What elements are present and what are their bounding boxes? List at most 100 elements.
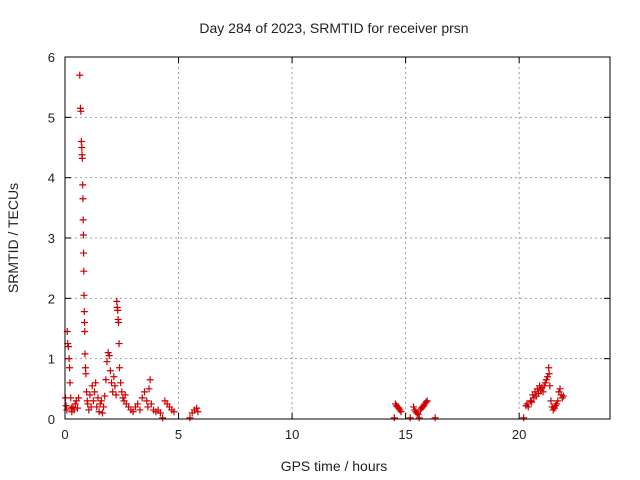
data-point [91,388,99,396]
data-point [108,379,116,387]
data-point [136,406,144,414]
data-point [423,397,431,405]
data-point [144,403,152,411]
data-point [134,400,142,408]
data-point [86,391,94,399]
data-point [65,355,73,363]
data-point [114,306,122,314]
data-point [113,297,121,305]
data-point [156,409,164,417]
data-point [111,382,119,390]
data-point [415,414,423,422]
data-point [80,249,88,257]
data-point [145,385,153,393]
data-point [143,397,151,405]
data-point [66,364,74,372]
data-point [81,328,89,336]
data-point [554,397,562,405]
data-point [115,318,123,326]
data-point [95,408,103,416]
data-point [89,397,97,405]
data-point [110,373,118,381]
data-point [100,403,108,411]
data-point [556,385,564,393]
y-tick-label: 4 [48,171,55,186]
data-point [104,349,112,357]
y-tick-label: 3 [48,231,55,246]
data-point [79,195,87,203]
data-point [98,409,106,417]
data-point [390,414,398,422]
chart-title: Day 284 of 2023, SRMTID for receiver prs… [199,20,468,36]
data-point [62,402,70,410]
data-point [147,400,155,408]
data-point [524,403,532,411]
data-point [81,364,89,372]
data-points [61,71,567,422]
data-point [81,350,89,358]
data-point [105,352,113,360]
grid-lines [64,56,610,420]
data-point [121,391,129,399]
data-point [84,400,92,408]
data-point [116,364,123,372]
data-point [539,388,547,396]
y-axis-label: SRMTID / TECUs [5,183,21,293]
data-point [82,370,90,378]
plot-frame [64,56,611,420]
x-tick-label: 5 [175,427,182,442]
data-point [109,388,117,396]
data-point [553,400,561,408]
y-tick-label: 5 [48,110,55,125]
data-point [73,404,81,412]
data-point [80,291,88,299]
data-point [422,398,430,406]
data-point [106,367,114,375]
data-point [96,400,104,408]
data-point [64,343,72,351]
data-point [77,107,85,115]
data-point [102,376,110,384]
data-point [414,410,422,418]
data-point [528,398,536,406]
data-point [78,144,86,151]
x-axis-label: GPS time / hours [281,458,388,474]
data-point [146,376,154,384]
data-point [410,403,418,411]
y-tick-label: 0 [48,412,55,427]
data-point [118,388,126,396]
data-point [413,409,421,417]
data-point [541,379,549,387]
y-tick-label: 2 [48,291,55,306]
data-point [80,267,88,275]
data-point [545,370,553,378]
data-point [75,394,83,402]
data-point [78,154,86,162]
data-point [547,397,555,405]
y-tick-label: 6 [48,50,55,65]
data-point [79,216,87,224]
y-tick-label: 1 [48,352,55,367]
data-point [186,414,194,422]
data-point [76,71,84,79]
data-point [81,318,89,326]
data-point [545,364,553,372]
data-point [63,406,71,414]
x-tick-label: 0 [61,427,68,442]
data-point [406,414,414,422]
data-point [112,391,120,399]
data-point [115,340,123,348]
data-point [88,382,96,390]
data-point [129,408,137,416]
data-point [67,394,75,402]
data-point [523,400,531,408]
data-point [101,392,109,400]
data-point [520,414,528,422]
x-tick-label: 10 [285,427,299,442]
data-point [103,358,111,366]
data-point [66,379,74,387]
data-point [97,397,105,405]
x-tick-labels: 0 5 10 15 20 [61,427,526,442]
data-point [194,408,202,416]
